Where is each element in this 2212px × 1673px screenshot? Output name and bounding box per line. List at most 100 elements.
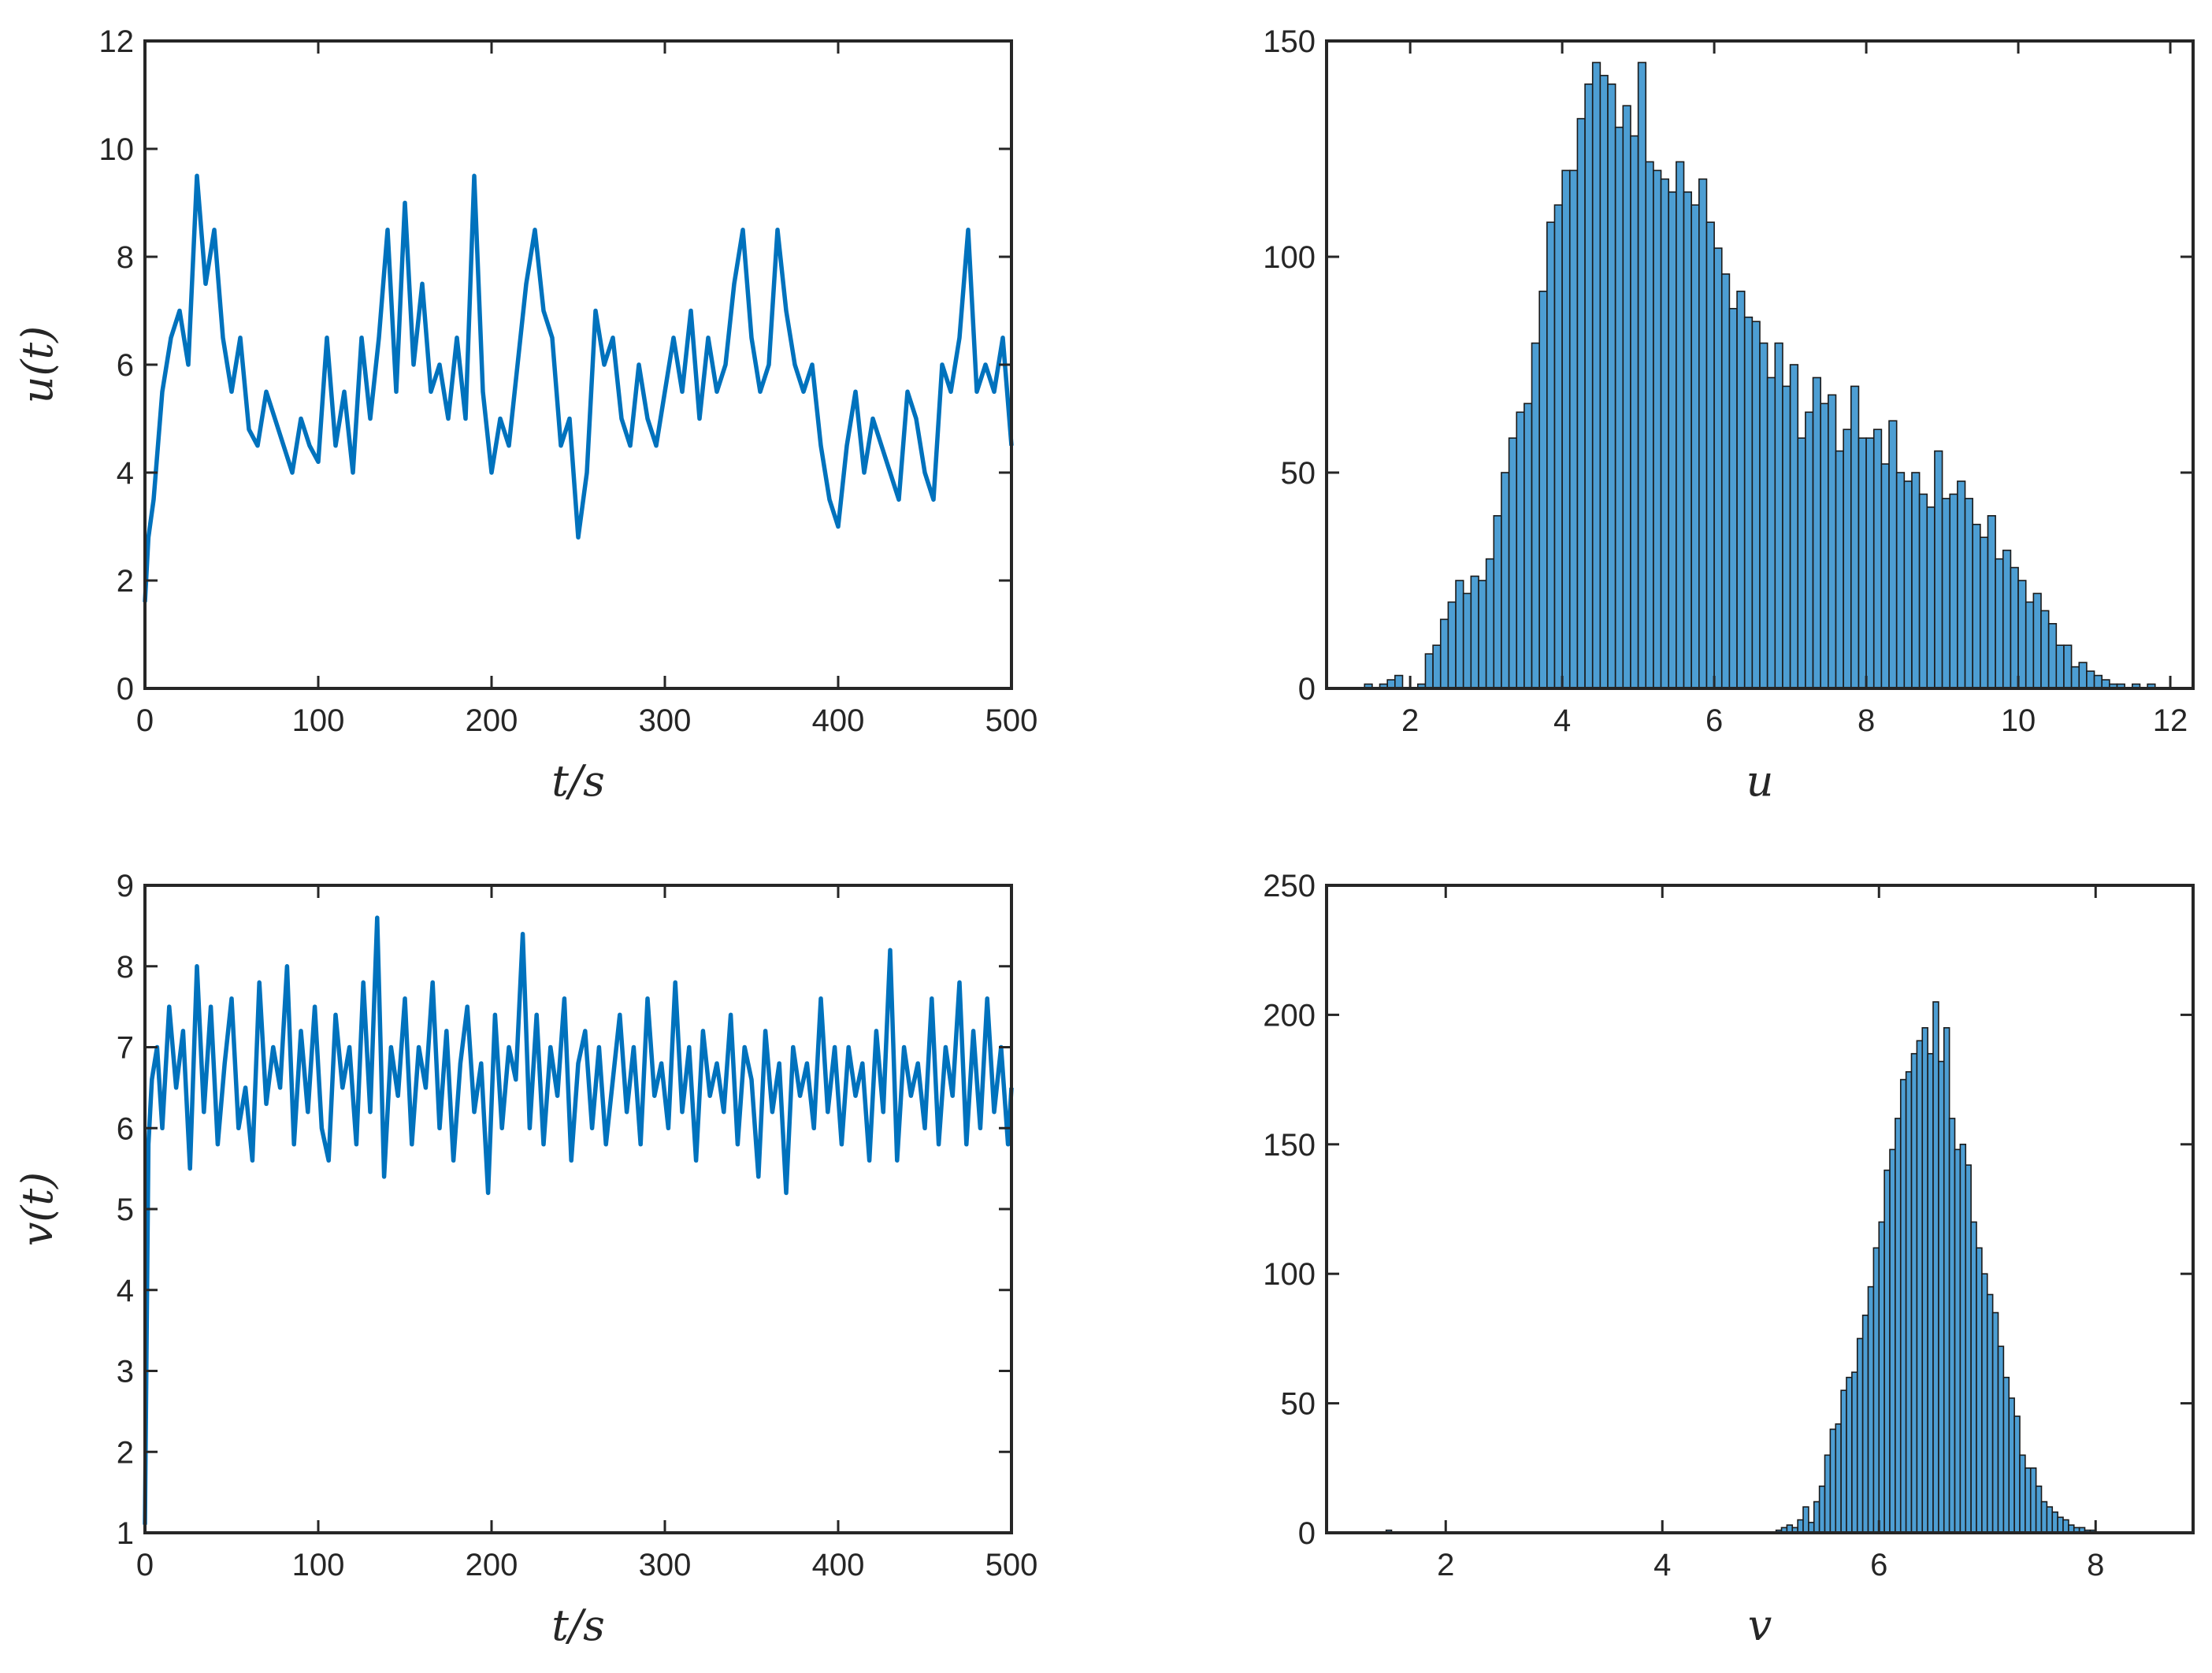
u-histogram-bar <box>1531 342 1540 689</box>
u-histogram-xtick-label: 12 <box>2153 703 2188 738</box>
v-histogram-bar <box>1991 1311 1999 1534</box>
u-histogram-bar <box>1835 450 1844 689</box>
u-histogram-bar <box>1470 575 1479 689</box>
u-histogram-bar <box>1980 536 1989 689</box>
u-histogram-bar <box>1743 316 1754 689</box>
u-histogram-xtick-label: 2 <box>1401 703 1419 738</box>
v-histogram-bar <box>1851 1371 1858 1534</box>
v-histogram-bar <box>1861 1315 1869 1534</box>
v-histogram-bar <box>1840 1389 1847 1534</box>
u-histogram-bar <box>1394 674 1404 689</box>
u-histogram-bar <box>1561 169 1571 689</box>
v-histogram-bar <box>2025 1467 2032 1534</box>
v-histogram-bar <box>1943 1027 1950 1534</box>
u-histogram-bar <box>1432 644 1442 689</box>
v-histogram-bar <box>2051 1511 2058 1534</box>
u-histogram-ytick-label: 100 <box>1263 240 1316 275</box>
u-histogram-bar <box>1645 161 1654 689</box>
v-histogram-bar <box>2062 1519 2069 1534</box>
v-histogram-bar <box>1856 1337 1864 1534</box>
v-histogram-bar <box>2046 1506 2054 1534</box>
u-histogram-bar <box>1568 169 1579 689</box>
v-histogram-ytick-label: 150 <box>1263 1128 1316 1163</box>
v-histogram-bar <box>1813 1501 1820 1534</box>
v-histogram-bar <box>2019 1454 2026 1534</box>
u-histogram-bar <box>1828 394 1837 689</box>
u-histogram-bar <box>1957 480 1966 689</box>
v-timeseries: 0 100 200 300 400 500 1 2 3 4 5 6 7 8 9 t/s v(t) <box>13 869 1037 1650</box>
u-histogram-bar <box>1736 291 1746 689</box>
v-timeseries-line <box>143 915 1014 1525</box>
u-histogram-xtick-label: 8 <box>1858 703 1875 738</box>
v-histogram-bar <box>1867 1285 1875 1534</box>
v-histogram-bar <box>1829 1428 1837 1534</box>
u-timeseries-xtick-label: 500 <box>985 703 1038 738</box>
u-histogram-bar <box>1812 377 1821 689</box>
u-histogram-bar <box>1653 169 1662 689</box>
v-histogram-bar <box>1889 1148 1896 1534</box>
v-histogram-bar <box>1802 1506 1809 1534</box>
v-timeseries-xtick-label: 400 <box>812 1548 865 1582</box>
u-timeseries-xtick-label: 100 <box>292 703 345 738</box>
u-histogram-bar <box>1705 221 1715 689</box>
u-histogram-bar <box>1941 498 1951 689</box>
u-histogram-bar <box>1865 437 1875 689</box>
u-histogram-bar <box>1850 385 1860 689</box>
u-histogram-bar <box>1478 580 1487 689</box>
u-histogram-bar <box>1614 126 1624 689</box>
u-timeseries-xtick-label: 400 <box>812 703 865 738</box>
v-histogram-bar <box>1970 1221 1977 1534</box>
u-histogram-bar <box>1949 493 1958 689</box>
v-histogram-bar <box>1846 1376 1853 1534</box>
u-histogram-bar <box>2040 610 2050 689</box>
u-histogram-bar <box>1789 364 1799 689</box>
u-timeseries-ylabel: u(t) <box>13 326 62 404</box>
v-timeseries-ytick-label: 5 <box>117 1193 134 1227</box>
v-histogram-bar <box>2008 1397 2015 1534</box>
u-timeseries-ytick-label: 12 <box>99 24 135 59</box>
v-histogram-bar <box>1899 1078 1907 1534</box>
u-histogram-bar <box>1911 472 1921 689</box>
v-histogram-bar <box>1997 1345 2005 1534</box>
v-histogram-bar <box>2057 1516 2064 1534</box>
u-histogram-bar <box>1918 493 1928 689</box>
u-histogram-bar <box>1820 402 1829 689</box>
u-histogram-bar <box>1683 191 1692 689</box>
u-histogram-bar <box>1926 506 1936 689</box>
v-histogram-bar <box>1927 1052 1934 1534</box>
v-histogram-xtick-label: 8 <box>2087 1548 2104 1582</box>
u-timeseries-ytick-label: 8 <box>117 240 134 275</box>
u-timeseries-ytick-label: 6 <box>117 348 134 383</box>
u-histogram-bar <box>1888 420 1898 689</box>
v-timeseries-ytick-label: 2 <box>117 1435 134 1470</box>
u-histogram-bar <box>1485 558 1495 689</box>
v-histogram-bar <box>2013 1415 2021 1534</box>
v-timeseries-xtick-label: 500 <box>985 1548 1038 1582</box>
u-histogram-bar <box>1607 83 1616 689</box>
u-histogram-xtick-label: 6 <box>1705 703 1723 738</box>
u-timeseries-ytick-label: 2 <box>117 564 134 599</box>
v-timeseries-ytick-label: 6 <box>117 1111 134 1146</box>
u-histogram-bar <box>1630 135 1639 689</box>
v-histogram: 2 4 6 8 0 50 100 150 200 250 v <box>1263 869 2195 1650</box>
v-histogram-bar <box>1921 1027 1928 1534</box>
u-histogram-bar <box>1508 437 1518 689</box>
u-histogram-bar <box>1751 321 1761 689</box>
u-timeseries-xtick-label: 0 <box>136 703 154 738</box>
v-histogram-bar <box>1910 1052 1918 1534</box>
u-histogram-bar <box>2093 674 2103 689</box>
v-timeseries-ytick-label: 3 <box>117 1355 134 1389</box>
v-histogram-axes-box <box>1325 884 2195 1534</box>
u-histogram-bar <box>2047 622 2058 689</box>
u-histogram-xtick-label: 4 <box>1553 703 1571 738</box>
v-histogram-bar <box>1905 1070 1913 1534</box>
u-histogram-bar <box>2017 580 2027 689</box>
u-histogram-bar <box>1462 592 1472 689</box>
u-histogram-bar <box>1720 273 1731 689</box>
u-histogram-bar <box>1895 472 1906 689</box>
u-histogram-bar <box>1880 463 1890 689</box>
u-timeseries-xtick-label: 300 <box>639 703 692 738</box>
u-timeseries-ytick-label: 10 <box>99 132 135 167</box>
v-timeseries-xlabel: t/s <box>551 1601 605 1650</box>
